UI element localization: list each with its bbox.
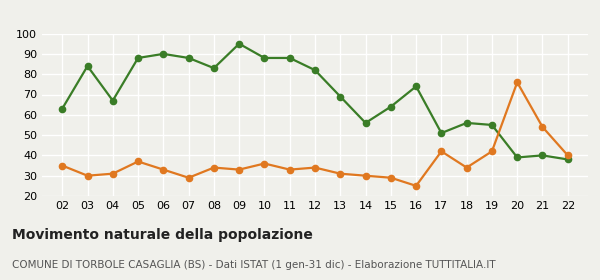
Text: Movimento naturale della popolazione: Movimento naturale della popolazione — [12, 228, 313, 242]
Text: COMUNE DI TORBOLE CASAGLIA (BS) - Dati ISTAT (1 gen-31 dic) - Elaborazione TUTTI: COMUNE DI TORBOLE CASAGLIA (BS) - Dati I… — [12, 260, 496, 270]
